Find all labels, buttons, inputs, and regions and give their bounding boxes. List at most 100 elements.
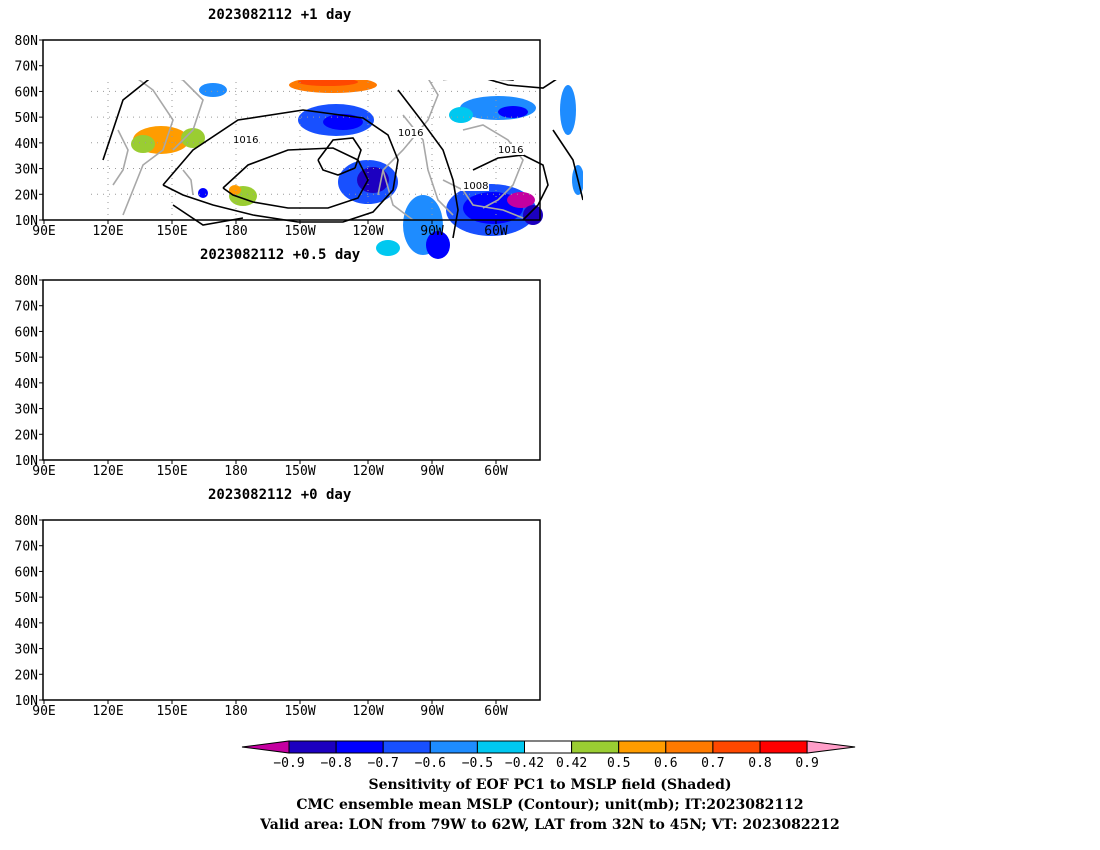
lat-tick-label: 80N [15, 34, 38, 49]
lon-tick-label: 90W [420, 224, 444, 239]
lon-tick-label: 180 [224, 224, 247, 239]
contour-label: 1016 [233, 135, 258, 146]
sensitivity-shading [131, 135, 155, 153]
lat-tick-label: 60N [15, 85, 38, 100]
lon-tick-label: 120W [352, 224, 383, 239]
colorbar-segment [382, 740, 431, 754]
mslp-contour [552, 129, 583, 201]
map-panel-3: 1016100810081016100880N70N60N50N40N30N20… [15, 514, 541, 719]
contour-label-bg [231, 134, 259, 145]
mslp-contour [162, 109, 399, 223]
map-frame [42, 279, 541, 461]
sensitivity-shading [426, 231, 450, 259]
lat-tick-label: 10N [15, 694, 38, 709]
panel-1-title: 2023082112 +1 day [208, 7, 352, 23]
sensitivity-shading [198, 188, 208, 198]
coastline [382, 169, 414, 221]
mslp-contour [222, 147, 369, 209]
lat-tick-label: 50N [15, 351, 38, 366]
colorbar: −0.9 −0.8 −0.7 −0.6 −0.5 −0.42 0.42 0.5 0.6 0.7 0.… [241, 740, 856, 771]
contour-label: 1016 [398, 128, 423, 139]
mslp-contour [317, 137, 362, 176]
colorbar-max-arrow [806, 740, 856, 754]
lat-tick-label: 80N [15, 514, 38, 529]
lon-tick-label: 150E [156, 224, 187, 239]
colorbar-tick-label: 0.42 [556, 756, 587, 771]
map-panel-2: 1016100810161016100800880N70N60N50N40N30… [15, 274, 541, 479]
map-background [43, 40, 540, 220]
lon-tick-label: 120E [92, 224, 123, 239]
contour-label-bg [496, 144, 524, 155]
sensitivity-shading [199, 83, 227, 97]
lat-tick-label: 40N [15, 137, 38, 152]
colorbar-segment [571, 740, 620, 754]
lon-tick-label: 60W [484, 224, 508, 239]
coastline [112, 129, 129, 186]
colorbar-tick-label: −0.7 [368, 756, 399, 771]
sensitivity-shading [449, 107, 473, 123]
lat-tick-label: 10N [15, 454, 38, 469]
colorbar-segment [429, 740, 478, 754]
contour-label-bg [461, 180, 489, 191]
lat-tick-label: 70N [15, 540, 38, 555]
lat-tick-label: 60N [15, 325, 38, 340]
colorbar-segment [618, 740, 667, 754]
sensitivity-shading [560, 85, 576, 135]
lat-tick-label: 60N [15, 565, 38, 580]
lat-tick-label: 10N [15, 214, 38, 229]
colorbar-tick-label: −0.5 [462, 756, 493, 771]
lat-tick-label: 40N [15, 617, 38, 632]
map-background [43, 520, 540, 700]
colorbar-segment [712, 740, 761, 754]
lat-tick-label: 70N [15, 300, 38, 315]
lat-tick-label: 20N [15, 188, 38, 203]
lat-tick-label: 40N [15, 377, 38, 392]
sensitivity-map-panels: 1008101610161016100880N70N60N50N40N30N20… [15, 34, 583, 719]
coastline [172, 80, 204, 151]
lon-tick-label: 150W [284, 464, 315, 479]
caption-line-2: CMC ensemble mean MSLP (Contour); unit(m… [296, 797, 804, 813]
lon-tick-label: 150E [156, 464, 187, 479]
colorbar-segment [288, 740, 337, 754]
coastline [442, 179, 524, 219]
caption-line-3: Valid area: LON from 79W to 62W, LAT fro… [260, 817, 840, 833]
colorbar-segment [476, 740, 525, 754]
lat-tick-label: 70N [15, 60, 38, 75]
colorbar-tick-label: −0.42 [505, 756, 544, 771]
sensitivity-shading [323, 114, 363, 130]
coastline [377, 80, 439, 196]
lon-tick-label: 120W [352, 464, 383, 479]
lon-tick-label: 180 [224, 464, 247, 479]
coastline [182, 169, 194, 196]
colorbar-segment [524, 740, 573, 754]
coastline [122, 80, 174, 216]
sensitivity-shading [376, 240, 400, 256]
lon-tick-label: 90E [32, 224, 55, 239]
colorbar-tick-label: 0.5 [607, 756, 630, 771]
lon-tick-label: 180 [224, 704, 247, 719]
sensitivity-shading [229, 185, 241, 195]
colorbar-min-arrow [241, 740, 290, 754]
colorbar-segment [335, 740, 384, 754]
panel-3-title: 2023082112 +0 day [208, 487, 352, 503]
lon-tick-label: 120E [92, 464, 123, 479]
colorbar-tick-label: 0.6 [654, 756, 677, 771]
lon-tick-label: 60W [484, 464, 508, 479]
contour-label-bg [396, 127, 424, 138]
lat-tick-label: 20N [15, 428, 38, 443]
map-background [43, 280, 540, 460]
sensitivity-shading [507, 192, 535, 208]
mslp-contour [472, 154, 549, 221]
sensitivity-shading [498, 106, 528, 118]
lon-tick-label: 90W [420, 464, 444, 479]
lat-tick-label: 80N [15, 274, 38, 289]
lon-tick-label: 150W [284, 224, 315, 239]
colorbar-tick-label: −0.6 [415, 756, 446, 771]
lon-tick-label: 60W [484, 704, 508, 719]
map-frame [42, 39, 541, 221]
lat-tick-label: 50N [15, 111, 38, 126]
lat-tick-label: 30N [15, 643, 38, 658]
lat-tick-label: 30N [15, 403, 38, 418]
lat-tick-label: 30N [15, 163, 38, 178]
lat-tick-label: 50N [15, 591, 38, 606]
